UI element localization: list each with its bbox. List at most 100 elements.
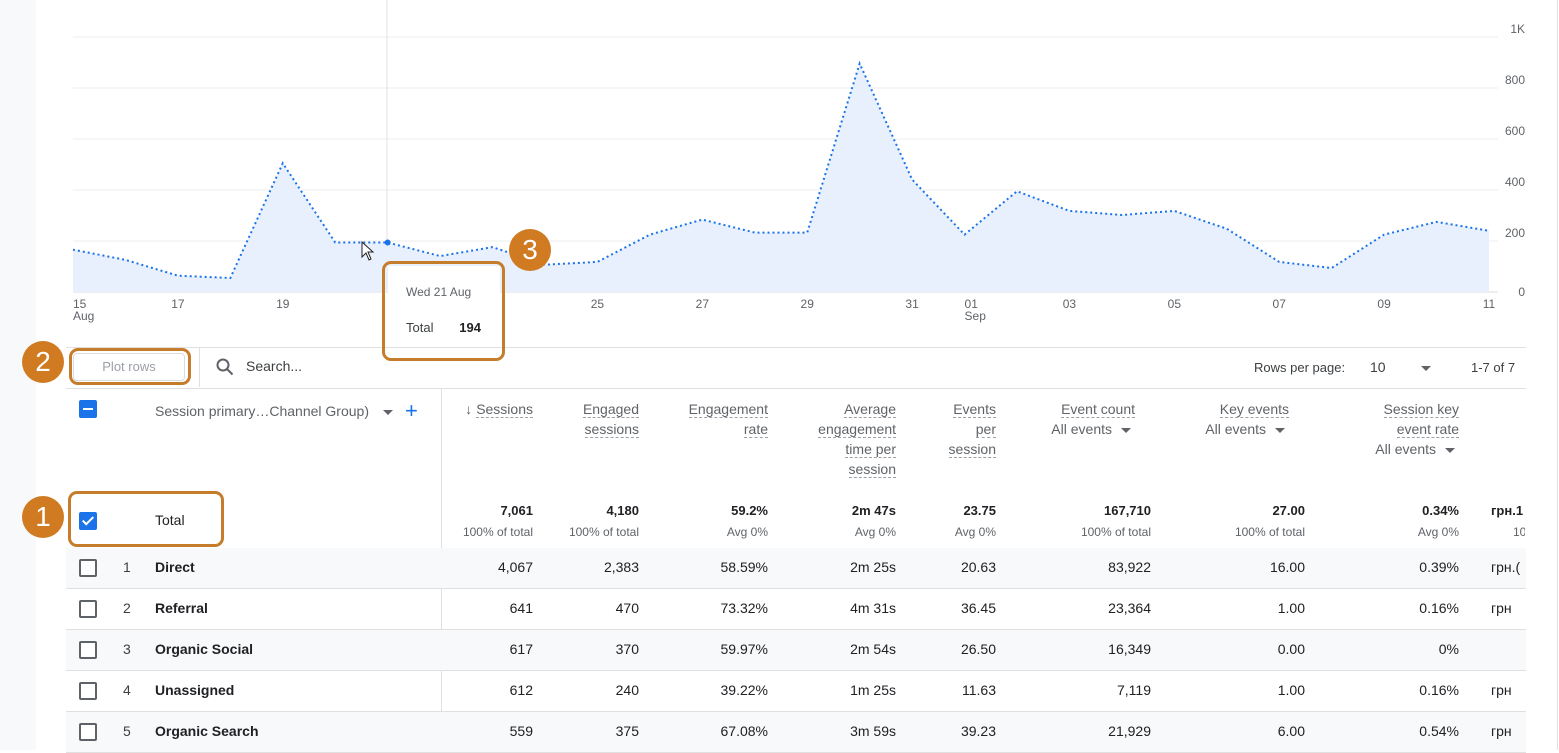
row-metric-value: грн xyxy=(1491,600,1526,616)
key-event-filter[interactable]: All events xyxy=(1205,419,1289,439)
row-metric-value: 612 xyxy=(510,682,533,698)
row-checkbox[interactable] xyxy=(79,723,97,741)
sort-desc-icon: ↓ xyxy=(465,401,472,417)
row-checkbox[interactable] xyxy=(79,682,97,700)
x-tick-label: 31 xyxy=(905,297,919,311)
total-metric-value: 7,061 xyxy=(500,503,533,518)
total-metric-value: 167,710 xyxy=(1104,503,1151,518)
row-dimension-value: Organic Search xyxy=(155,723,259,739)
total-metric-sub: 100% of total xyxy=(463,525,533,539)
row-metric-value: грн.( xyxy=(1491,559,1526,575)
header-engagement-rate[interactable]: Engagement rate xyxy=(689,399,768,439)
pagination-status: 1-7 of 7 xyxy=(1471,360,1515,375)
rate-event-filter-label: All events xyxy=(1375,441,1436,457)
x-tick-sublabel: Sep xyxy=(965,309,987,323)
total-metric-sub: 10 xyxy=(1513,525,1525,539)
row-number: 5 xyxy=(123,723,131,739)
total-metric-value: 27.00 xyxy=(1272,503,1305,518)
x-tick-label: 03 xyxy=(1063,297,1077,311)
row-checkbox[interactable] xyxy=(79,559,97,577)
hovered-data-point[interactable] xyxy=(385,240,391,246)
row-metric-value: 470 xyxy=(616,600,639,616)
row-checkbox[interactable] xyxy=(79,600,97,618)
header-label: per xyxy=(976,421,996,438)
total-metric-value: грн.1 xyxy=(1491,503,1525,518)
row-dimension-value: Referral xyxy=(155,600,208,616)
select-all-checkbox[interactable] xyxy=(79,400,97,418)
row-metric-value: 36.45 xyxy=(961,600,996,616)
event-filter[interactable]: All events xyxy=(1051,419,1135,439)
row-metric-value: 21,929 xyxy=(1108,723,1151,739)
highlight-tooltip xyxy=(382,261,505,361)
event-filter-label: All events xyxy=(1051,421,1112,437)
row-checkbox[interactable] xyxy=(79,641,97,659)
row-metric-value: 4m 31s xyxy=(850,600,896,616)
row-metric-value: 73.32% xyxy=(721,600,768,616)
row-dimension-value: Unassigned xyxy=(155,682,234,698)
row-metric-value: 59.97% xyxy=(721,641,768,657)
header-sessions[interactable]: ↓ Sessions xyxy=(465,399,533,419)
total-row xyxy=(66,492,1526,549)
row-metric-value: 0.00 xyxy=(1278,641,1305,657)
y-tick-label: 200 xyxy=(1505,226,1525,240)
add-dimension-icon[interactable]: + xyxy=(405,400,418,422)
row-metric-value: 0.16% xyxy=(1419,600,1459,616)
header-label: sessions xyxy=(585,421,639,438)
row-metric-value: грн xyxy=(1491,723,1526,739)
row-metric-value: 39.23 xyxy=(961,723,996,739)
y-tick-label: 400 xyxy=(1505,175,1525,189)
row-metric-value: грн xyxy=(1491,682,1526,698)
total-metric-sub: 100% of total xyxy=(569,525,639,539)
rate-event-filter[interactable]: All events xyxy=(1375,439,1459,459)
y-tick-label: 600 xyxy=(1505,124,1525,138)
row-metric-value: 2,383 xyxy=(604,559,639,575)
dimension-selector[interactable]: Session primary…Channel Group) xyxy=(155,403,393,419)
total-metric-value: 23.75 xyxy=(963,503,996,518)
total-metric-sub: Avg 0% xyxy=(727,525,768,539)
header-label: Key events xyxy=(1220,401,1289,418)
row-metric-value: 39.22% xyxy=(721,682,768,698)
rows-per-page-select[interactable]: 10 xyxy=(1370,359,1431,375)
row-metric-value: 1.00 xyxy=(1278,682,1305,698)
x-tick-label: 27 xyxy=(696,297,710,311)
x-tick-label: 11 xyxy=(1483,297,1496,311)
row-metric-value: 641 xyxy=(510,600,533,616)
header-avg-engagement-time[interactable]: Average engagement time per session xyxy=(818,399,896,479)
x-tick-label: 17 xyxy=(171,297,185,311)
x-tick-label: 07 xyxy=(1273,297,1287,311)
header-label: Session key xyxy=(1384,401,1459,418)
total-metric-sub: Avg 0% xyxy=(1418,525,1459,539)
row-metric-value: 0.39% xyxy=(1419,559,1459,575)
annotation-badge-3: 3 xyxy=(509,229,551,271)
chart-area-fill xyxy=(73,64,1489,292)
header-engaged-sessions[interactable]: Engaged sessions xyxy=(583,399,639,439)
header-label: Engaged xyxy=(583,401,639,418)
chevron-down-icon xyxy=(1445,448,1455,453)
header-label: Events xyxy=(953,401,996,418)
header-session-key-event-rate[interactable]: Session key event rate All events xyxy=(1375,399,1459,459)
row-metric-value: 16,349 xyxy=(1108,641,1151,657)
search-icon xyxy=(216,358,234,376)
header-events-per-session[interactable]: Events per session xyxy=(949,399,996,459)
row-metric-value: 58.59% xyxy=(721,559,768,575)
x-tick-sublabel: Aug xyxy=(73,309,94,323)
row-metric-value: 1m 25s xyxy=(850,682,896,698)
x-tick-label: 25 xyxy=(591,297,605,311)
y-tick-label: 1K xyxy=(1510,22,1525,36)
total-metric-sub: Avg 0% xyxy=(855,525,896,539)
row-metric-value: 7,119 xyxy=(1117,682,1151,698)
header-label: session xyxy=(949,441,996,458)
row-metric-value: 0% xyxy=(1439,641,1459,657)
header-key-events[interactable]: Key events All events xyxy=(1205,399,1289,439)
chevron-down-icon xyxy=(383,410,393,415)
row-metric-value: 67.08% xyxy=(721,723,768,739)
row-metric-value: 370 xyxy=(616,641,639,657)
header-label: engagement xyxy=(818,421,896,438)
annotation-badge-2: 2 xyxy=(22,341,64,383)
header-event-count[interactable]: Event count All events xyxy=(1051,399,1135,439)
